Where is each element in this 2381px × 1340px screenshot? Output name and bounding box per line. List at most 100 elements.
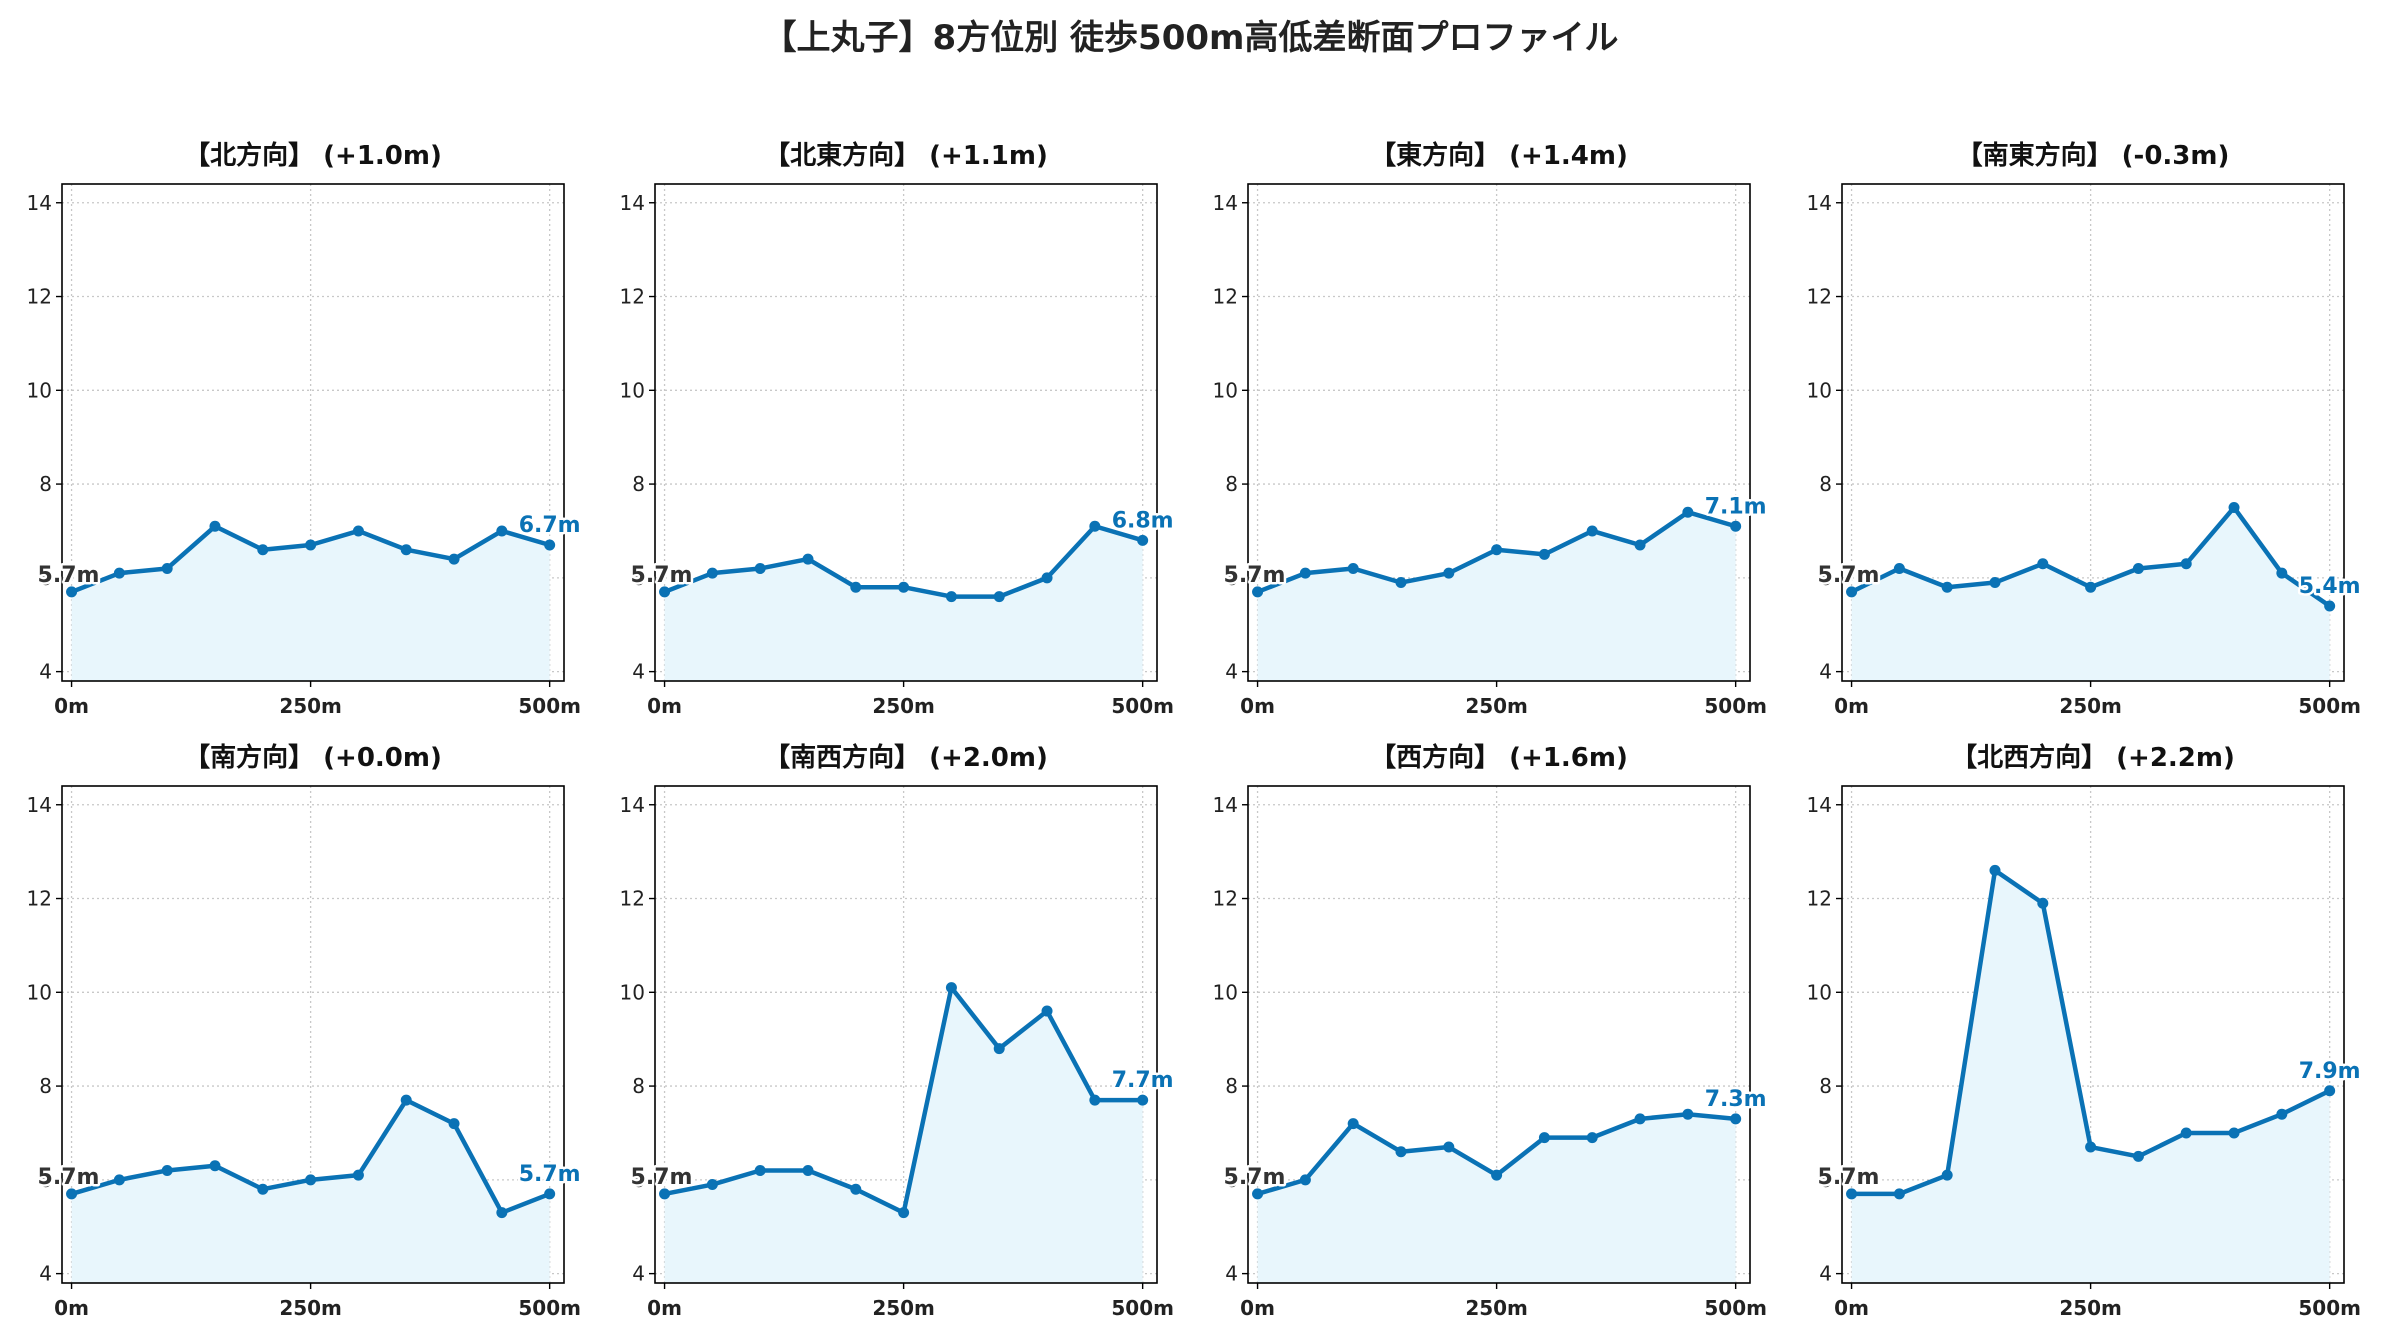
y-tick-label: 14 — [620, 793, 645, 817]
data-point — [113, 1174, 125, 1186]
data-point — [1347, 562, 1359, 574]
subplot-7: 【西方向】 (+1.6m) 4 6 8 10 12 14 0m 250m 500m 5.7m 7.3m — [1213, 742, 1770, 1320]
y-tick-label: 14 — [1807, 793, 1832, 817]
y-tick-label: 12 — [27, 887, 52, 911]
area-fill — [1257, 1114, 1736, 1283]
data-point — [448, 553, 460, 565]
end-value-label: 7.1m — [1705, 494, 1767, 519]
y-tick-label: 12 — [620, 285, 645, 309]
data-point — [400, 544, 412, 556]
data-point — [2324, 600, 2336, 612]
data-point — [1730, 520, 1742, 532]
data-point — [352, 1169, 364, 1181]
x-tick-label: 250m — [872, 1296, 935, 1320]
data-point — [754, 562, 766, 574]
plot-frame — [1841, 183, 2345, 682]
y-tick-label: 6 — [1819, 566, 1832, 590]
start-value-label: 5.7m — [1818, 563, 1880, 588]
figure-title: 【上丸子】8方位別 徒歩500m高低差断面プロファイル — [762, 18, 1619, 58]
data-point — [1089, 1094, 1101, 1106]
x-tick-label: 500m — [2298, 694, 2361, 718]
y-tick-label: 12 — [1807, 887, 1832, 911]
x-tick-label: 250m — [279, 694, 342, 718]
data-point — [257, 1183, 269, 1195]
y-tick-label: 8 — [1819, 1074, 1832, 1098]
y-tick-label: 12 — [620, 887, 645, 911]
data-point — [2180, 1127, 2192, 1139]
end-value-label: 6.7m — [519, 513, 581, 538]
end-value-label: 7.7m — [1112, 1068, 1174, 1093]
x-tick-label: 0m — [54, 694, 89, 718]
data-point — [2324, 1085, 2336, 1097]
y-tick-label: 4 — [1225, 660, 1238, 684]
y-tick-label: 4 — [632, 1262, 645, 1286]
end-value-label: 6.8m — [1112, 508, 1174, 533]
plot-frame — [1247, 785, 1751, 1284]
subplot-2: 【北東方向】 (+1.1m) 4 6 8 10 12 14 0m 250m 500m 5.7m 6.8… — [620, 140, 1177, 718]
data-point — [1634, 539, 1646, 551]
data-point — [448, 1118, 460, 1130]
data-point — [1395, 1146, 1407, 1158]
end-value-label: 5.4m — [2299, 574, 2361, 599]
y-tick-label: 12 — [1213, 887, 1238, 911]
data-point — [1089, 520, 1101, 532]
start-value-label: 5.7m — [38, 1165, 100, 1190]
data-point — [66, 1188, 78, 1200]
data-point — [2132, 1150, 2144, 1162]
x-tick-label: 500m — [1704, 694, 1767, 718]
end-value-label: 5.7m — [519, 1162, 581, 1187]
y-tick-label: 10 — [620, 378, 645, 402]
x-tick-label: 250m — [872, 694, 935, 718]
data-point — [496, 525, 508, 537]
data-point — [1252, 1188, 1264, 1200]
data-point — [1586, 525, 1598, 537]
data-point — [1041, 572, 1053, 584]
data-point — [1586, 1132, 1598, 1144]
data-point — [1730, 1113, 1742, 1125]
y-tick-label: 6 — [1225, 566, 1238, 590]
plot-frame — [1247, 183, 1751, 682]
data-point — [1443, 567, 1455, 579]
y-tick-label: 6 — [1225, 1168, 1238, 1192]
data-point — [2180, 558, 2192, 570]
data-point — [1041, 1005, 1053, 1017]
start-value-label: 5.7m — [631, 563, 693, 588]
data-point — [706, 567, 718, 579]
plot-frame — [61, 785, 565, 1284]
x-tick-label: 500m — [518, 1296, 581, 1320]
data-point — [1989, 864, 2001, 876]
y-tick-label: 12 — [1213, 285, 1238, 309]
x-tick-label: 0m — [1240, 1296, 1275, 1320]
start-value-label: 5.7m — [38, 563, 100, 588]
x-tick-label: 500m — [518, 694, 581, 718]
area-fill — [1257, 512, 1736, 681]
start-value-label: 5.7m — [631, 1165, 693, 1190]
x-tick-label: 0m — [1834, 1296, 1869, 1320]
plot-frame — [654, 183, 1158, 682]
x-tick-label: 500m — [2298, 1296, 2361, 1320]
subplot-8: 【北西方向】 (+2.2m) 4 6 8 10 12 14 0m 250m 500m 5.7m 7.9… — [1807, 742, 2364, 1320]
data-point — [850, 581, 862, 593]
y-tick-label: 8 — [1225, 1074, 1238, 1098]
subplot-6: 【南西方向】 (+2.0m) 4 6 8 10 12 14 0m 250m 500m 5.7m 7.7… — [620, 742, 1177, 1320]
subplot-5: 【南方向】 (+0.0m) 4 6 8 10 12 14 0m 250m 500m 5.7m 5.7m — [27, 742, 584, 1320]
x-tick-label: 250m — [2059, 694, 2122, 718]
area-fill — [1851, 870, 2330, 1283]
y-tick-label: 6 — [39, 1168, 52, 1192]
data-point — [352, 525, 364, 537]
data-point — [257, 544, 269, 556]
y-tick-label: 14 — [1213, 191, 1238, 215]
x-tick-label: 250m — [2059, 1296, 2122, 1320]
data-point — [1893, 1188, 1905, 1200]
y-tick-label: 4 — [1819, 660, 1832, 684]
data-point — [1538, 548, 1550, 560]
data-point — [659, 586, 671, 598]
area-fill — [71, 1100, 550, 1283]
data-point — [850, 1183, 862, 1195]
data-point — [2037, 558, 2049, 570]
area-fill — [664, 987, 1143, 1283]
data-point — [993, 1043, 1005, 1055]
x-tick-label: 0m — [1834, 694, 1869, 718]
data-point — [2132, 562, 2144, 574]
